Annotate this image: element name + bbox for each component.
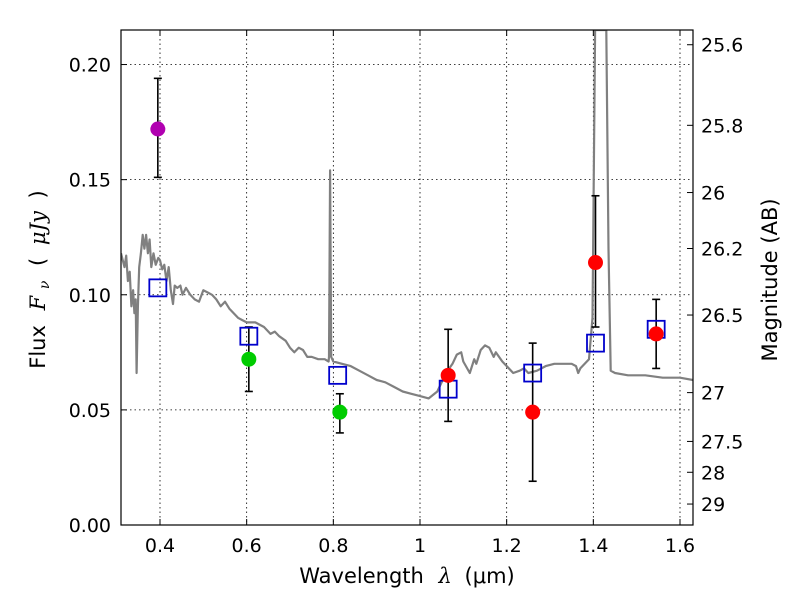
y-tick-label: 0.00 [69,515,111,537]
right-tick-label: 26.5 [701,305,743,327]
observed-point-red [525,404,541,420]
observed-point-red [588,255,603,271]
model-photometry-square [239,326,259,346]
observed-point-green [332,404,348,420]
y-axis-label-open: ( [26,258,50,266]
x-tick-label: 0.4 [145,535,175,557]
right-tick-label: 28 [701,462,725,484]
x-tick-label: 0.8 [318,535,348,557]
x-tick-label: 1.6 [665,535,695,557]
grid-lines [121,30,693,526]
right-tick-label: 25.6 [701,35,743,57]
observed-point-red [440,367,456,383]
y-tick-label: 0.05 [69,400,111,422]
right-tick-label: 25.8 [701,115,743,137]
plot-area [121,30,693,483]
model-photometry-square [328,365,348,385]
plot-frame [120,29,694,526]
x-tick-label: 1.4 [578,535,608,557]
x-tick-label: 1 [414,535,426,557]
model-photometry-square [523,363,543,383]
model-photometry-square [586,333,605,353]
right-tick-label: 27 [701,383,725,405]
observed-point-magenta [150,121,166,137]
x-tick-label: 0.6 [232,535,262,557]
y-tick-label: 0.20 [69,55,111,77]
y-tick-label: 0.15 [69,170,111,192]
x-axis-label-symbol: λ [438,564,452,588]
y-tick-label: 0.10 [69,285,111,307]
plot-content [121,30,693,483]
x-axis-label-unit: (μm) [465,564,515,588]
observed-point-red [648,326,664,342]
y-axis-label-text: Flux [26,325,50,369]
x-tick-label: 1.2 [492,535,522,557]
right-tick-label: 29 [701,494,725,516]
observed-point-green [241,351,257,367]
y-axis-label-unit: μJy [26,210,50,245]
y-axis-label-close: ) [26,190,50,198]
right-tick-label: 26 [701,183,725,205]
y-axis-label-symbol: F [26,294,50,311]
right-tick-label: 27.5 [701,431,743,453]
right-axis-label: Magnitude (AB) [758,198,782,361]
x-axis-label: Wavelength λ (μm) [299,564,514,588]
x-axis-label-text: Wavelength [299,564,424,588]
y-axis-label-subscript: ν [37,280,53,289]
model-photometry-square [148,278,168,298]
axis-ticks: 0.4 0.6 0.8 1 1.2 1.4 1.6 0.00 0.05 0.10 0.15 0.20 2… [69,30,743,557]
model-spectrum-line [121,30,693,400]
right-tick-label: 26.2 [701,238,743,260]
y-axis-label: Flux F ν ( μJy ) [26,190,54,369]
